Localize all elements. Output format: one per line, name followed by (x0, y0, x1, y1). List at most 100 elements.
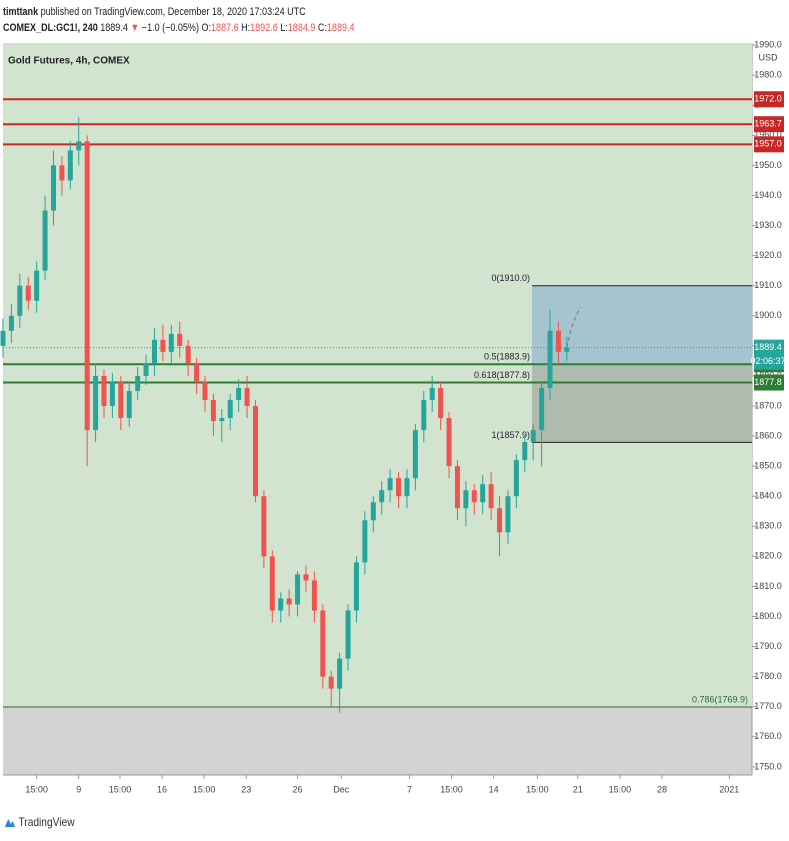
candle-body (25, 285, 31, 301)
candle-body (412, 430, 418, 479)
price-tag (754, 91, 784, 108)
candle-body (454, 466, 460, 509)
candle-body (353, 562, 359, 611)
price-tag-label: 1963.7 (754, 119, 782, 129)
candle-body (320, 610, 326, 677)
x-tick-label: 2021 (719, 784, 739, 794)
candle-body (252, 405, 258, 497)
c-label: C: (317, 22, 327, 34)
candle-body (404, 478, 410, 497)
o-value: 1887.6 (211, 22, 239, 34)
y-tick-label: 1870.0 (754, 400, 782, 410)
arrow: ▼ (130, 22, 140, 34)
candle-body (219, 418, 225, 422)
candle-body (76, 141, 82, 151)
candle-body (118, 381, 124, 419)
candle-body (471, 490, 477, 503)
candle-body (67, 150, 73, 181)
candle-body (370, 502, 376, 521)
candle-body (387, 478, 393, 491)
x-tick-label: Dec (333, 784, 350, 794)
candle-body (480, 484, 486, 503)
candle-body (109, 381, 115, 406)
candle-body (185, 345, 191, 364)
candle-body (362, 520, 368, 563)
symbol: COMEX_DL:GC1!, 240 (3, 22, 98, 34)
y-tick-label: 1780.0 (754, 671, 782, 681)
y-tick-label: 1930.0 (754, 220, 782, 230)
candle-body (497, 508, 503, 533)
candle-body (488, 484, 494, 509)
candle-body (555, 330, 561, 352)
y-tick-label: 1750.0 (754, 761, 782, 771)
price-tag-label: 1957.0 (754, 139, 782, 149)
candle-body (93, 375, 99, 431)
x-tick-label: 15:00 (526, 784, 549, 794)
x-tick-label: 16 (157, 784, 167, 794)
y-tick-label: 1900.0 (754, 310, 782, 320)
y-tick-label: 1990.0 (754, 39, 782, 49)
x-tick-label: 9 (76, 784, 81, 794)
author: timttank (3, 6, 39, 18)
logo (4, 819, 16, 827)
candle-body (345, 610, 351, 659)
candle-body (522, 442, 528, 461)
candle-body (269, 556, 275, 611)
candle-body (379, 490, 385, 503)
y-tick-label: 1960.0 (754, 130, 782, 140)
h-value: 1892.6 (250, 22, 278, 34)
y-tick-label: 1980.0 (754, 70, 782, 80)
last-price-label: 1889.4 (754, 342, 782, 352)
y-tick-label: 1920.0 (754, 250, 782, 260)
x-tick-label: 28 (657, 784, 667, 794)
chart-title: Gold Futures, 4h, COMEX (8, 56, 130, 67)
candle-body (421, 399, 427, 431)
x-tick-label: 21 (573, 784, 583, 794)
candle-body (261, 496, 267, 557)
fib-label: 0.786(1769.9) (692, 694, 748, 704)
candle-body (286, 598, 292, 605)
candle-body (337, 658, 343, 689)
brand: TradingView (18, 815, 75, 829)
candle-body (295, 574, 301, 605)
publish-line: timttank published on TradingView.com, D… (3, 4, 355, 20)
countdown: 02:06:37 (750, 356, 785, 366)
candle-body (50, 165, 56, 211)
candle-body (513, 460, 519, 497)
candle-body (429, 387, 435, 400)
candle-body (0, 330, 6, 346)
candle-body (135, 375, 141, 391)
header: timttank published on TradingView.com, D… (3, 4, 355, 36)
candle-body (101, 375, 107, 406)
candle-body (547, 330, 553, 388)
candle-body (227, 399, 233, 419)
price-tag (754, 136, 784, 153)
chart: USD 0.786(1769.9) 0(1910.0) 0.5(1883.9) 0.6… (0, 39, 786, 794)
y-tick-label: 1940.0 (754, 190, 782, 200)
candle-body (311, 580, 317, 611)
fib-label: 0(1910.0) (491, 273, 530, 283)
candle-body (210, 399, 216, 422)
fib-label: 1(1857.9) (491, 430, 530, 440)
y-tick-label: 1950.0 (754, 160, 782, 170)
fib-box-lower (532, 364, 752, 443)
change: −1.0 (−0.05%) (141, 22, 199, 34)
symbol-line: COMEX_DL:GC1!, 240 1889.4 ▼ −1.0 (−0.05%… (3, 20, 355, 36)
y-tick-label: 1810.0 (754, 581, 782, 591)
y-tick-label: 1850.0 (754, 461, 782, 471)
candle-body (168, 333, 174, 352)
x-tick-label: 23 (241, 784, 251, 794)
publish-info: published on TradingView.com, December 1… (40, 6, 306, 18)
candle-body (42, 210, 48, 271)
x-tick-label: 14 (489, 784, 499, 794)
candle-body (59, 165, 65, 181)
y-tick-label: 1840.0 (754, 491, 782, 501)
fib-box-upper (532, 285, 752, 365)
o-label: O: (201, 22, 212, 34)
candle-body (34, 270, 40, 301)
fib-label: 0.5(1883.9) (484, 352, 530, 362)
candle-body (126, 390, 132, 419)
candle-body (303, 574, 309, 581)
fib-label: 0.618(1877.8) (474, 370, 530, 380)
